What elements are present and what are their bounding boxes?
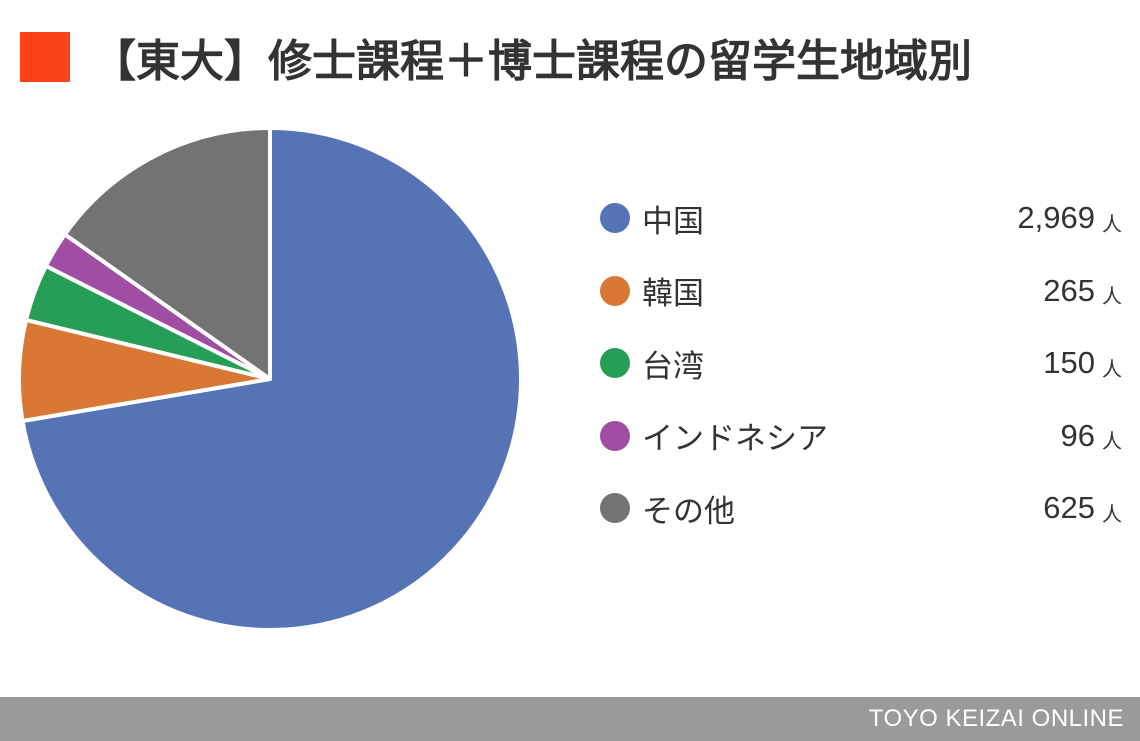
legend-number: 2,969	[1017, 200, 1095, 236]
legend-swatch	[600, 203, 630, 234]
legend-number: 625	[1043, 490, 1095, 526]
legend-value: 96 人	[1061, 400, 1122, 473]
legend-item: その他 625 人	[600, 472, 1122, 545]
legend-value: 625 人	[1043, 472, 1122, 545]
legend-number: 150	[1043, 345, 1095, 381]
legend-unit: 人	[1102, 211, 1122, 236]
pie-slices	[17, 126, 523, 632]
legend-unit: 人	[1102, 501, 1122, 526]
pie-slice-5	[62, 126, 272, 381]
legend-label: 韓国	[642, 276, 704, 313]
legend-label: その他	[642, 493, 735, 530]
legend-unit: 人	[1102, 284, 1122, 309]
legend-label: インドネシア	[642, 421, 828, 458]
legend-unit: 人	[1102, 429, 1122, 454]
pie-chart	[17, 126, 523, 632]
legend-value: 265 人	[1043, 255, 1122, 328]
chart-header: 【東大】修士課程＋博士課程の留学生地域別	[20, 26, 972, 88]
legend-label: 中国	[642, 203, 704, 240]
legend-item: 台湾 150 人	[600, 327, 1122, 400]
legend-label: 台湾	[642, 348, 704, 385]
legend-number: 265	[1043, 272, 1095, 308]
footer-brand: TOYO KEIZAI ONLINE	[868, 705, 1124, 732]
legend-value: 2,969 人	[1017, 182, 1122, 255]
legend-unit: 人	[1102, 356, 1122, 381]
legend-value: 150 人	[1043, 327, 1122, 400]
title-accent-square	[20, 32, 70, 82]
legend-item: インドネシア 96 人	[600, 400, 1122, 473]
legend-swatch	[600, 275, 630, 306]
legend-number: 96	[1060, 417, 1095, 453]
legend-swatch	[600, 420, 630, 451]
legend-swatch	[600, 493, 630, 524]
footer-bar: TOYO KEIZAI ONLINE	[0, 697, 1140, 741]
legend-swatch	[600, 348, 630, 379]
chart-legend: 中国 2,969 人韓国 265 人台湾 150 人インドネシア 96 人その他 625 人	[600, 182, 1122, 545]
legend-item: 中国 2,969 人	[600, 182, 1122, 255]
chart-title: 【東大】修士課程＋博士課程の留学生地域別	[92, 36, 972, 87]
legend-item: 韓国 265 人	[600, 255, 1122, 328]
